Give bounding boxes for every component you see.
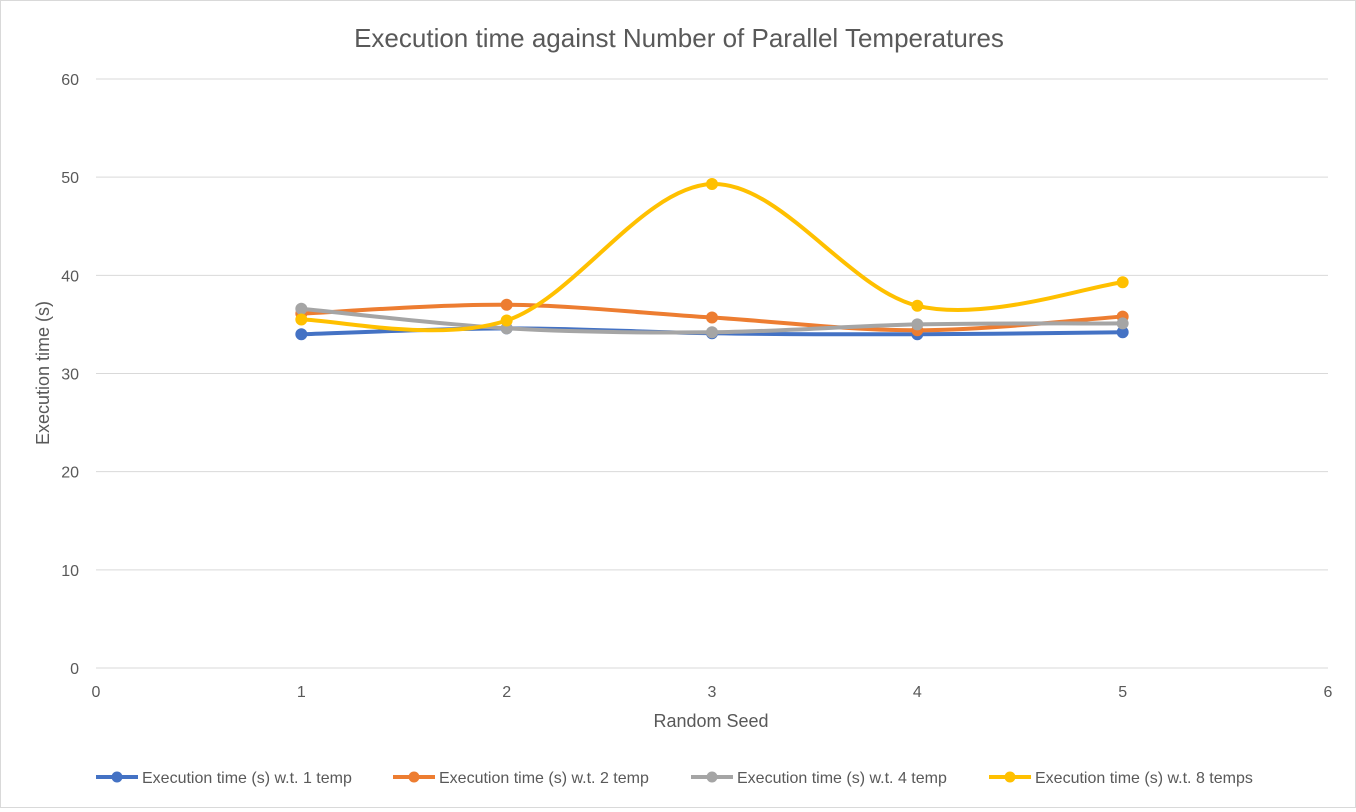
- legend-swatch-marker: [1004, 771, 1016, 783]
- chart-title: Execution time against Number of Paralle…: [354, 23, 1004, 53]
- data-point: [500, 314, 513, 327]
- legend-swatch-marker: [706, 771, 718, 783]
- legend-label: Execution time (s) w.t. 4 temp: [737, 770, 947, 787]
- legend-item: Execution time (s) w.t. 4 temp: [691, 770, 947, 787]
- data-point: [911, 318, 924, 331]
- legend-item: Execution time (s) w.t. 1 temp: [96, 770, 352, 787]
- legend-label: Execution time (s) w.t. 8 temps: [1035, 770, 1253, 787]
- legend-label: Execution time (s) w.t. 1 temp: [142, 770, 352, 787]
- data-point: [295, 328, 308, 341]
- data-point: [706, 311, 718, 324]
- series-4: [295, 178, 1129, 333]
- x-tick-label: 1: [297, 684, 306, 701]
- y-tick-label: 0: [70, 661, 79, 678]
- x-tick-label: 6: [1324, 684, 1333, 701]
- x-tick-label: 0: [92, 684, 101, 701]
- data-point: [911, 299, 924, 312]
- data-point: [1116, 317, 1129, 330]
- x-tick-label: 4: [913, 684, 922, 701]
- legend: Execution time (s) w.t. 1 temp Execution …: [96, 770, 1253, 787]
- data-point: [295, 302, 308, 315]
- data-point: [706, 178, 718, 191]
- gridlines: [96, 78, 1328, 669]
- data-point: [295, 313, 308, 326]
- legend-swatch-marker: [408, 771, 420, 783]
- y-tick-label: 30: [61, 367, 79, 384]
- x-tick-label: 2: [502, 684, 511, 701]
- legend-label: Execution time (s) w.t. 2 temp: [439, 770, 649, 787]
- legend-item: Execution time (s) w.t. 8 temps: [989, 770, 1253, 787]
- data-point: [1116, 276, 1129, 289]
- y-axis-label: Execution time (s): [33, 301, 53, 445]
- x-axis-tick-labels: 0 1 2 3 4 5 6: [92, 684, 1333, 701]
- series-3: [295, 302, 1129, 339]
- x-axis-label: Random Seed: [653, 711, 768, 731]
- x-tick-label: 5: [1118, 684, 1127, 701]
- data-point: [706, 326, 718, 339]
- y-axis-tick-labels: 0 10 20 30 40 50 60: [61, 72, 79, 678]
- series-layer: [295, 178, 1129, 341]
- y-tick-label: 10: [61, 563, 79, 580]
- legend-item: Execution time (s) w.t. 2 temp: [393, 770, 649, 787]
- y-tick-label: 50: [61, 170, 79, 187]
- y-tick-label: 40: [61, 268, 79, 285]
- legend-swatch-marker: [111, 771, 123, 783]
- y-tick-label: 20: [61, 465, 79, 482]
- x-tick-label: 3: [708, 684, 717, 701]
- data-point: [500, 298, 513, 311]
- y-tick-label: 60: [61, 72, 79, 89]
